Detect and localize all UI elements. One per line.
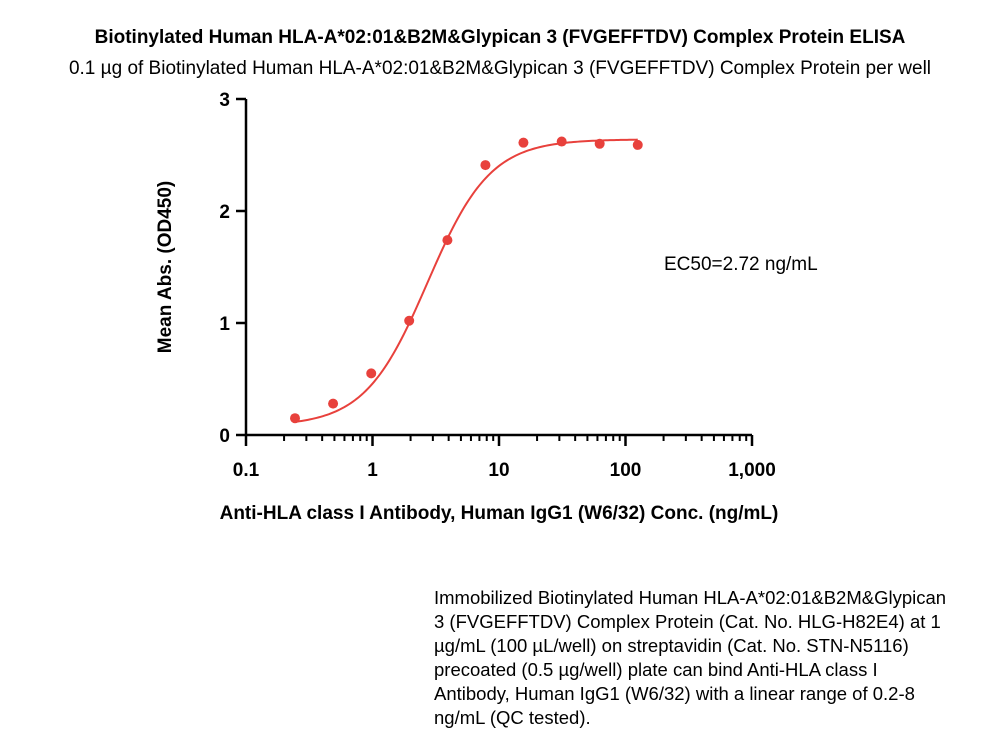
y-axis-title: Mean Abs. (OD450) — [155, 181, 176, 353]
data-point — [366, 368, 377, 379]
data-point — [480, 160, 491, 171]
figure-caption: Immobilized Biotinylated Human HLA-A*02:… — [434, 587, 947, 728]
x-tick-label: 100 — [610, 460, 642, 481]
fit-curve — [294, 138, 638, 423]
x-tick-label: 1,000 — [728, 460, 776, 481]
x-tick-label: 1 — [367, 460, 378, 481]
data-point — [632, 139, 643, 150]
ec50-annotation: EC50=2.72 ng/mL — [664, 254, 818, 275]
data-point — [328, 398, 339, 409]
data-point — [556, 136, 567, 147]
data-point — [594, 138, 605, 149]
chart-title: Biotinylated Human HLA-A*02:01&B2M&Glypi… — [94, 27, 906, 48]
x-axis-title: Anti-HLA class I Antibody, Human IgG1 (W… — [220, 503, 779, 524]
y-tick-label: 3 — [219, 90, 230, 111]
y-tick-label: 0 — [219, 426, 230, 447]
axes — [236, 97, 754, 446]
y-tick-label: 1 — [219, 314, 230, 335]
data-point — [290, 413, 301, 424]
data-point — [404, 315, 415, 326]
data-point — [442, 235, 453, 246]
data-points — [290, 136, 643, 424]
y-tick-label: 2 — [219, 202, 230, 223]
elisa-chart: 0 1 2 3 0.1 1 10 100 1,000 Anti-HLA class I Antib… — [155, 90, 818, 524]
x-tick-label: 0.1 — [233, 460, 260, 481]
x-tick-label: 10 — [488, 460, 509, 481]
data-point — [518, 137, 529, 148]
axis-labels: 0 1 2 3 0.1 1 10 100 1,000 Anti-HLA class I Antib… — [155, 90, 818, 524]
chart-subtitle: 0.1 µg of Biotinylated Human HLA-A*02:01… — [68, 58, 932, 79]
